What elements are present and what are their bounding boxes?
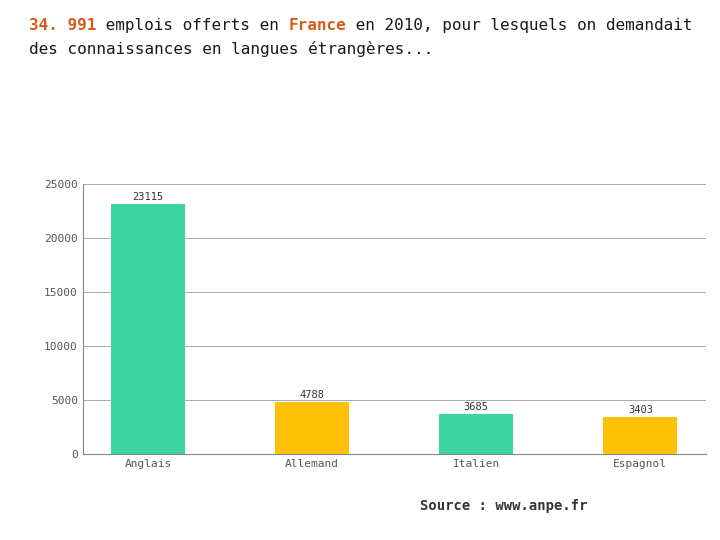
Text: 3685: 3685 bbox=[464, 402, 489, 412]
Bar bbox=[275, 402, 349, 454]
Text: 23115: 23115 bbox=[132, 192, 163, 202]
Text: 4788: 4788 bbox=[300, 390, 325, 400]
Text: des connaissances en langues étrangères...: des connaissances en langues étrangères.… bbox=[29, 41, 433, 57]
Text: Source : www.anpe.fr: Source : www.anpe.fr bbox=[420, 500, 588, 514]
Text: 34. 991: 34. 991 bbox=[29, 18, 96, 33]
Bar bbox=[439, 414, 513, 454]
Text: emplois offerts en: emplois offerts en bbox=[96, 18, 289, 33]
Bar bbox=[111, 204, 185, 454]
Bar bbox=[603, 417, 678, 454]
Text: 3403: 3403 bbox=[628, 405, 653, 415]
Text: en 2010, pour lesquels on demandait: en 2010, pour lesquels on demandait bbox=[346, 18, 693, 33]
Text: France: France bbox=[289, 18, 346, 33]
